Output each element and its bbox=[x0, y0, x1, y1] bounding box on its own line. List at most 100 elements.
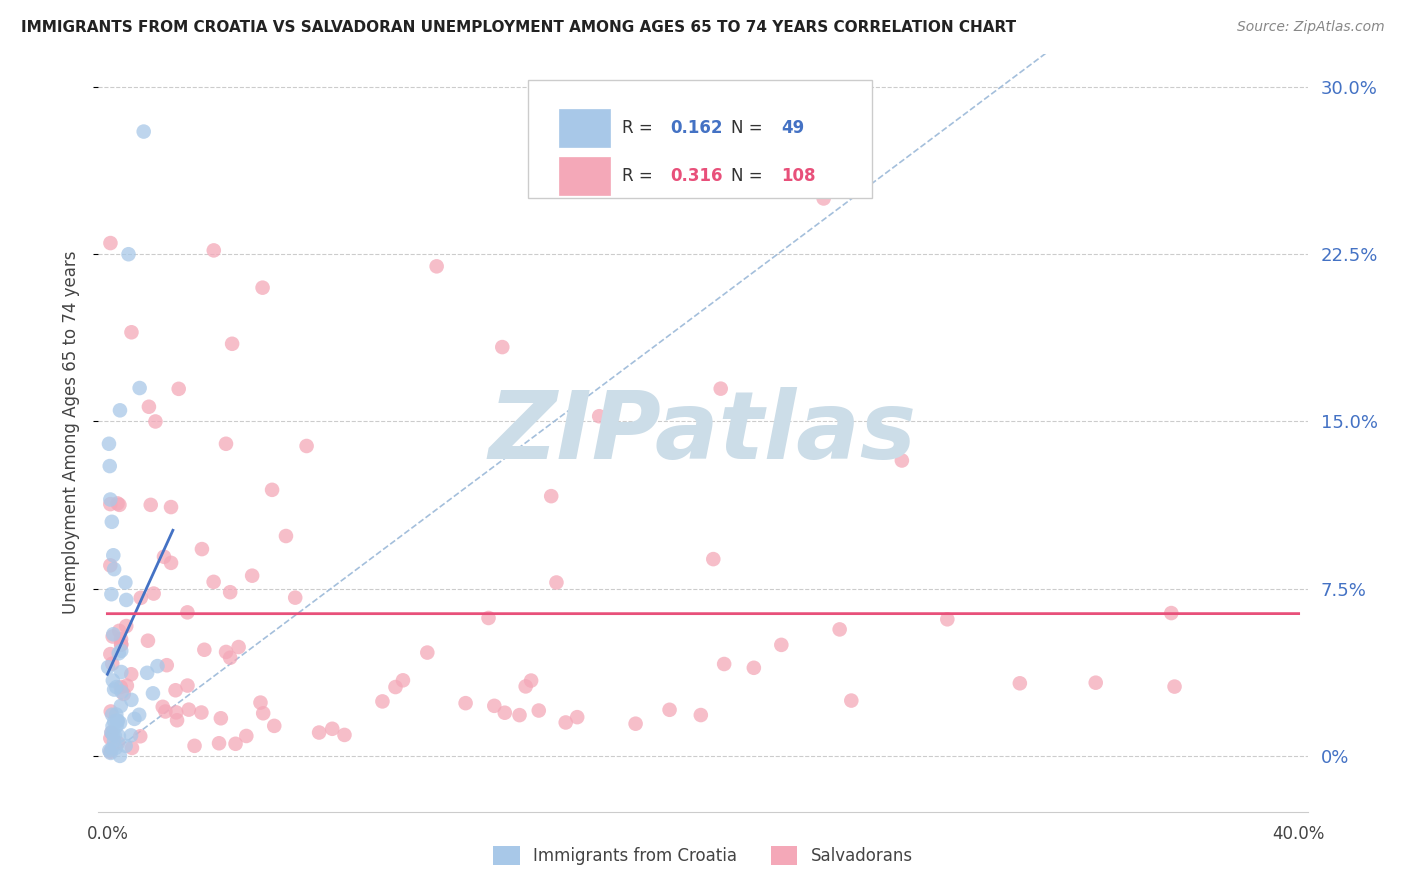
Point bbox=[252, 281, 274, 295]
Point bbox=[101, 727, 124, 741]
Point bbox=[658, 703, 681, 717]
Point bbox=[235, 729, 257, 743]
Point bbox=[124, 712, 146, 726]
Point bbox=[128, 707, 150, 722]
Point bbox=[209, 711, 232, 725]
Point bbox=[689, 708, 711, 723]
Legend: Immigrants from Croatia, Salvadorans: Immigrants from Croatia, Salvadorans bbox=[486, 839, 920, 871]
Point bbox=[115, 679, 138, 693]
Point bbox=[176, 679, 198, 693]
Point bbox=[110, 638, 132, 652]
Text: 49: 49 bbox=[782, 119, 804, 136]
Point bbox=[110, 665, 132, 679]
Point bbox=[98, 437, 121, 451]
Point bbox=[202, 244, 225, 258]
Point bbox=[101, 719, 124, 733]
Point bbox=[454, 696, 477, 710]
Point bbox=[165, 683, 187, 698]
Point bbox=[228, 640, 250, 654]
Point bbox=[263, 719, 285, 733]
Point bbox=[295, 439, 318, 453]
Point bbox=[554, 715, 576, 730]
Point bbox=[142, 586, 165, 600]
Point bbox=[98, 731, 121, 746]
Point bbox=[114, 739, 136, 753]
Point bbox=[136, 665, 159, 680]
Point bbox=[890, 453, 912, 467]
Point bbox=[225, 737, 247, 751]
Text: N =: N = bbox=[731, 168, 768, 186]
Point bbox=[120, 693, 142, 707]
Point bbox=[105, 680, 128, 694]
Point bbox=[100, 725, 122, 739]
Point bbox=[152, 699, 174, 714]
Point bbox=[108, 624, 131, 638]
Text: 0.316: 0.316 bbox=[671, 168, 723, 186]
Point bbox=[167, 382, 190, 396]
Point bbox=[145, 415, 167, 429]
Point bbox=[107, 496, 129, 510]
Point bbox=[484, 698, 506, 713]
Point bbox=[742, 661, 765, 675]
Point bbox=[112, 687, 135, 701]
Point bbox=[426, 260, 449, 274]
Point bbox=[97, 660, 120, 674]
Point bbox=[107, 736, 129, 750]
Point bbox=[101, 741, 124, 756]
Point bbox=[166, 713, 188, 727]
Text: R =: R = bbox=[621, 119, 658, 136]
Point bbox=[107, 714, 129, 729]
Point bbox=[108, 715, 131, 730]
Point bbox=[115, 619, 138, 633]
Point bbox=[588, 409, 610, 424]
Point bbox=[160, 556, 183, 570]
Point bbox=[98, 745, 121, 759]
Point bbox=[142, 686, 165, 700]
Point bbox=[98, 492, 121, 507]
Point bbox=[103, 548, 125, 563]
Point bbox=[108, 403, 131, 417]
Point bbox=[146, 659, 169, 673]
Point bbox=[546, 575, 568, 590]
FancyBboxPatch shape bbox=[560, 109, 610, 147]
Point bbox=[1163, 680, 1185, 694]
Point bbox=[120, 326, 142, 340]
Point bbox=[540, 489, 562, 503]
Point bbox=[136, 633, 159, 648]
Point bbox=[101, 657, 124, 671]
Point bbox=[114, 575, 136, 590]
Text: IMMIGRANTS FROM CROATIA VS SALVADORAN UNEMPLOYMENT AMONG AGES 65 TO 74 YEARS COR: IMMIGRANTS FROM CROATIA VS SALVADORAN UN… bbox=[21, 20, 1017, 35]
Point bbox=[129, 591, 152, 605]
Point bbox=[138, 400, 160, 414]
Y-axis label: Unemployment Among Ages 65 to 74 years: Unemployment Among Ages 65 to 74 years bbox=[62, 251, 80, 615]
Point bbox=[392, 673, 415, 688]
Point bbox=[262, 483, 284, 497]
Point bbox=[176, 606, 198, 620]
Point bbox=[108, 729, 131, 743]
Point bbox=[110, 698, 132, 713]
Point bbox=[770, 638, 793, 652]
Point bbox=[115, 593, 138, 607]
Point bbox=[416, 646, 439, 660]
Point bbox=[103, 734, 125, 748]
Point bbox=[120, 667, 142, 681]
Point bbox=[153, 549, 176, 564]
Point bbox=[219, 585, 242, 599]
Point bbox=[177, 703, 200, 717]
Point bbox=[132, 125, 155, 139]
Point bbox=[101, 673, 124, 688]
Point bbox=[103, 562, 125, 576]
Point bbox=[120, 728, 142, 742]
Text: 0.162: 0.162 bbox=[671, 119, 723, 136]
Point bbox=[101, 707, 124, 722]
Point bbox=[249, 696, 271, 710]
Point bbox=[1084, 675, 1107, 690]
Point bbox=[274, 529, 297, 543]
Point bbox=[100, 725, 122, 739]
Point bbox=[165, 706, 187, 720]
Point bbox=[101, 515, 124, 529]
Point bbox=[202, 574, 225, 589]
Point bbox=[371, 694, 394, 708]
Point bbox=[813, 192, 835, 206]
Point bbox=[520, 673, 543, 688]
